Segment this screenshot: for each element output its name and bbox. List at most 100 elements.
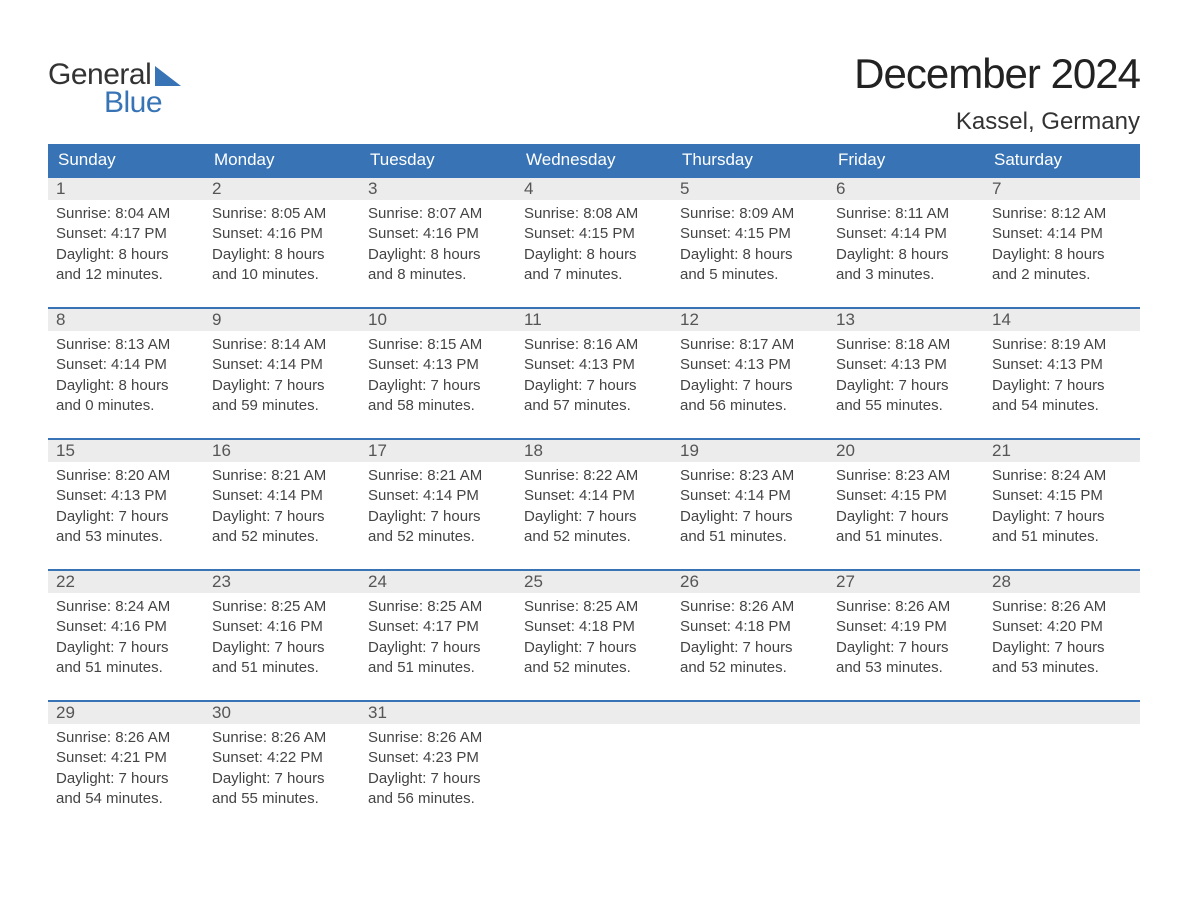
- sunrise-text: Sunrise: 8:14 AM: [212, 335, 352, 355]
- day-number-row: 13: [828, 307, 984, 331]
- day-body: Sunrise: 8:19 AMSunset: 4:13 PMDaylight:…: [984, 331, 1140, 420]
- sunset-text: Sunset: 4:20 PM: [992, 617, 1132, 637]
- sunrise-text: Sunrise: 8:25 AM: [212, 597, 352, 617]
- daylight-text: Daylight: 7 hours: [56, 638, 196, 658]
- sunset-text: Sunset: 4:19 PM: [836, 617, 976, 637]
- day-cell: 4Sunrise: 8:08 AMSunset: 4:15 PMDaylight…: [516, 176, 672, 289]
- day-cell: 21 Sunrise: 8:24 AMSunset: 4:15 PMDayligh…: [984, 438, 1140, 551]
- daylight-text: Daylight: 7 hours: [992, 638, 1132, 658]
- day-number-row: .: [828, 700, 984, 724]
- day-number: 7: [992, 179, 1001, 198]
- sunrise-text: Sunrise: 8:26 AM: [992, 597, 1132, 617]
- day-number: 24: [368, 572, 387, 591]
- daylight-text: and 12 minutes.: [56, 265, 196, 285]
- daylight-text: and 8 minutes.: [368, 265, 508, 285]
- day-number-row: 4: [516, 176, 672, 200]
- day-number-row: 12: [672, 307, 828, 331]
- daylight-text: and 58 minutes.: [368, 396, 508, 416]
- title-block: December 2024 Kassel, Germany: [854, 50, 1140, 136]
- daylight-text: Daylight: 7 hours: [212, 769, 352, 789]
- day-cell: 26Sunrise: 8:26 AMSunset: 4:18 PMDayligh…: [672, 569, 828, 682]
- daylight-text: Daylight: 7 hours: [212, 507, 352, 527]
- day-body: Sunrise: 8:09 AMSunset: 4:15 PMDaylight:…: [672, 200, 828, 289]
- month-title: December 2024: [854, 50, 1140, 98]
- day-number: 13: [836, 310, 855, 329]
- day-number-row: 31: [360, 700, 516, 724]
- day-number: 19: [680, 441, 699, 460]
- sunrise-text: Sunrise: 8:24 AM: [992, 466, 1132, 486]
- daylight-text: and 52 minutes.: [524, 527, 664, 547]
- sunrise-text: Sunrise: 8:19 AM: [992, 335, 1132, 355]
- sunset-text: Sunset: 4:21 PM: [56, 748, 196, 768]
- sunset-text: Sunset: 4:13 PM: [368, 355, 508, 375]
- sunset-text: Sunset: 4:16 PM: [368, 224, 508, 244]
- day-number-row: 1: [48, 176, 204, 200]
- day-number: 27: [836, 572, 855, 591]
- calendar-week: 15Sunrise: 8:20 AMSunset: 4:13 PMDayligh…: [48, 438, 1140, 551]
- day-cell: 12Sunrise: 8:17 AMSunset: 4:13 PMDayligh…: [672, 307, 828, 420]
- sunrise-text: Sunrise: 8:12 AM: [992, 204, 1132, 224]
- daylight-text: and 0 minutes.: [56, 396, 196, 416]
- day-body: Sunrise: 8:12 AMSunset: 4:14 PMDaylight:…: [984, 200, 1140, 289]
- sunrise-text: Sunrise: 8:18 AM: [836, 335, 976, 355]
- day-cell: 23Sunrise: 8:25 AMSunset: 4:16 PMDayligh…: [204, 569, 360, 682]
- day-number: 12: [680, 310, 699, 329]
- daylight-text: Daylight: 7 hours: [368, 507, 508, 527]
- sunrise-text: Sunrise: 8:07 AM: [368, 204, 508, 224]
- day-cell: .: [672, 700, 828, 813]
- day-number: 21: [992, 441, 1011, 460]
- daylight-text: and 52 minutes.: [524, 658, 664, 678]
- daylight-text: and 54 minutes.: [56, 789, 196, 809]
- sunrise-text: Sunrise: 8:20 AM: [56, 466, 196, 486]
- day-number: 23: [212, 572, 231, 591]
- day-cell: 11Sunrise: 8:16 AMSunset: 4:13 PMDayligh…: [516, 307, 672, 420]
- calendar-week: 29 Sunrise: 8:26 AMSunset: 4:21 PM Dayligh…: [48, 700, 1140, 813]
- day-number: 17: [368, 441, 387, 460]
- day-body: Sunrise: 8:13 AMSunset: 4:14 PMDaylight:…: [48, 331, 204, 420]
- day-cell: 14Sunrise: 8:19 AMSunset: 4:13 PMDayligh…: [984, 307, 1140, 420]
- header: General Blue December 2024 Kassel, Germa…: [48, 50, 1140, 136]
- daylight-text: and 51 minutes.: [212, 658, 352, 678]
- sunrise-text: Sunrise: 8:25 AM: [524, 597, 664, 617]
- sunrise-text: Sunrise: 8:24 AM: [56, 597, 196, 617]
- calendar: Sunday Monday Tuesday Wednesday Thursday…: [48, 144, 1140, 813]
- sunset-text: Sunset: 4:23 PM: [368, 748, 508, 768]
- day-body: Sunrise: 8:04 AMSunset: 4:17 PMDaylight:…: [48, 200, 204, 289]
- daylight-text: Daylight: 8 hours: [212, 245, 352, 265]
- day-body: Sunrise: 8:20 AMSunset: 4:13 PMDaylight:…: [48, 462, 204, 551]
- day-number-row: 14: [984, 307, 1140, 331]
- day-body: Sunrise: 8:08 AMSunset: 4:15 PMDaylight:…: [516, 200, 672, 289]
- daylight-text: Daylight: 8 hours: [368, 245, 508, 265]
- day-number-row: 18: [516, 438, 672, 462]
- sunset-text: Sunset: 4:14 PM: [56, 355, 196, 375]
- day-number: 29: [56, 703, 75, 722]
- sunrise-text: Sunrise: 8:23 AM: [680, 466, 820, 486]
- weekday-header-row: Sunday Monday Tuesday Wednesday Thursday…: [48, 144, 1140, 176]
- day-body: Sunrise: 8:23 AMSunset: 4:14 PMDaylight:…: [672, 462, 828, 551]
- daylight-text: and 52 minutes.: [368, 527, 508, 547]
- sunrise-text: Sunrise: 8:22 AM: [524, 466, 664, 486]
- day-number-row: 21: [984, 438, 1140, 462]
- daylight-text: Daylight: 8 hours: [524, 245, 664, 265]
- day-body: Sunrise: 8:25 AMSunset: 4:17 PMDaylight:…: [360, 593, 516, 682]
- day-number: 6: [836, 179, 845, 198]
- daylight-text: Daylight: 7 hours: [836, 376, 976, 396]
- day-cell: 19 Sunrise: 8:23 AMSunset: 4:14 PMDayligh…: [672, 438, 828, 551]
- day-body: Sunrise: 8:16 AMSunset: 4:13 PMDaylight:…: [516, 331, 672, 420]
- day-number: 28: [992, 572, 1011, 591]
- day-number-row: 19: [672, 438, 828, 462]
- day-cell: 16Sunrise: 8:21 AMSunset: 4:14 PMDayligh…: [204, 438, 360, 551]
- day-number: 9: [212, 310, 221, 329]
- calendar-week: 8Sunrise: 8:13 AMSunset: 4:14 PMDaylight…: [48, 307, 1140, 420]
- day-body: Sunrise: 8:26 AMSunset: 4:22 PMDaylight:…: [204, 724, 360, 813]
- day-number-row: 24: [360, 569, 516, 593]
- day-cell: 25Sunrise: 8:25 AMSunset: 4:18 PMDayligh…: [516, 569, 672, 682]
- sunrise-text: Sunrise: 8:26 AM: [56, 728, 196, 748]
- sunset-text: Sunset: 4:16 PM: [56, 617, 196, 637]
- day-body: Sunrise: 8:24 AMSunset: 4:15 PMDaylight:…: [984, 462, 1140, 551]
- daylight-text: and 2 minutes.: [992, 265, 1132, 285]
- day-number-row: 15: [48, 438, 204, 462]
- day-body: Sunrise: 8:25 AMSunset: 4:18 PMDaylight:…: [516, 593, 672, 682]
- day-cell: .: [516, 700, 672, 813]
- logo-sail-icon: [155, 66, 181, 86]
